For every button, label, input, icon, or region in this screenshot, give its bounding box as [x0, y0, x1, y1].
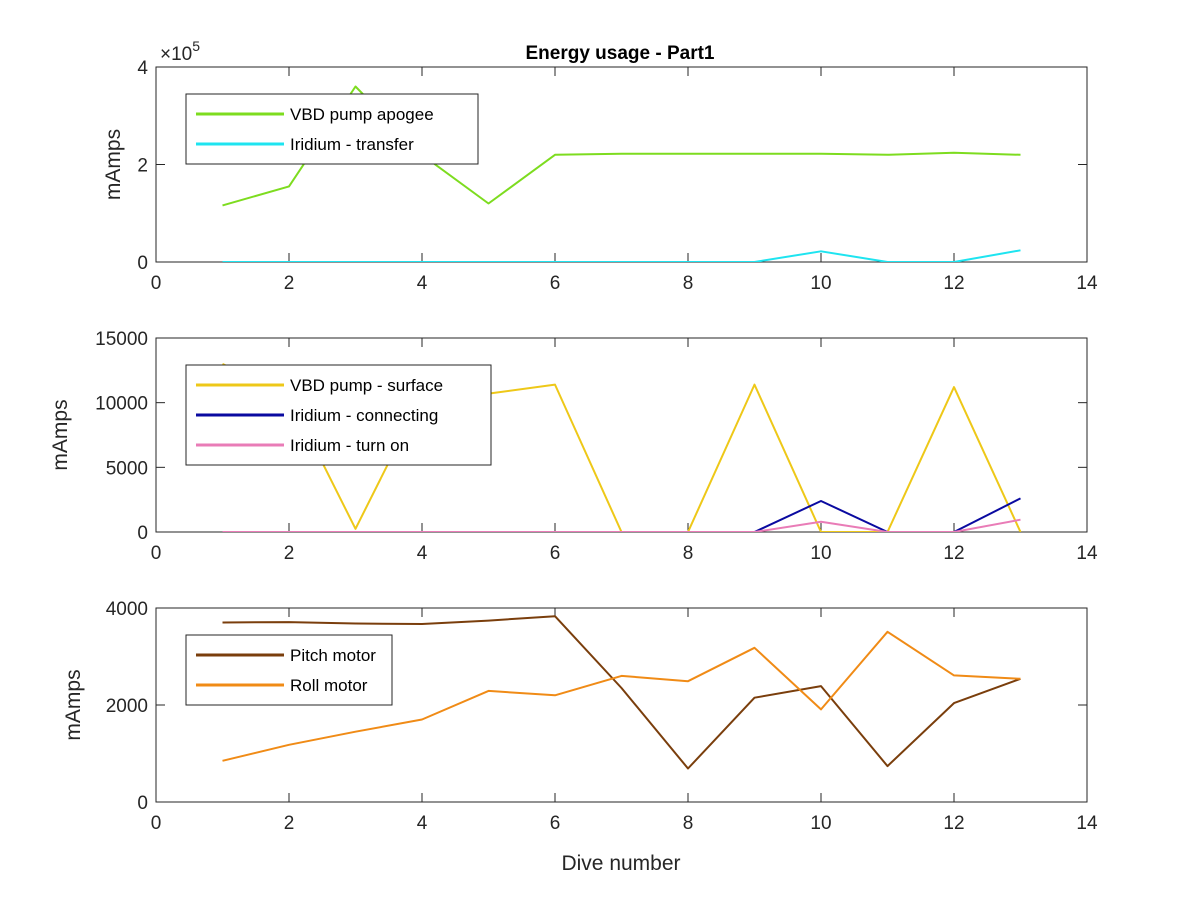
x-tick-label: 2: [284, 813, 295, 834]
x-tick-label: 4: [417, 273, 428, 294]
x-tick-label: 14: [1076, 813, 1098, 834]
x-tick-label: 4: [417, 543, 428, 564]
legend-entry: Roll motor: [290, 676, 368, 695]
panel-3: 0 2 4 6 8 10 12 14 0 2000 4000 mAmps Pitch motor Roll…: [62, 599, 1098, 834]
chart-title: Energy usage - Part1: [525, 43, 714, 64]
x-tick-label: 10: [810, 273, 831, 294]
x-tick-label: 8: [683, 813, 694, 834]
y-tick-label: 0: [137, 523, 148, 544]
x-tick-label: 6: [550, 543, 561, 564]
legend-entry: VBD pump apogee: [290, 105, 434, 124]
legend-3: Pitch motor Roll motor: [185, 634, 393, 706]
legend-2: VBD pump - surface Iridium - connecting Ir…: [185, 364, 492, 466]
x-axis-label: Dive number: [561, 852, 680, 875]
x-tick-label: 6: [550, 813, 561, 834]
series-line-vbd-pump-apogee: [222, 85, 1021, 207]
x-tick-label: 8: [683, 273, 694, 294]
y-tick-label: 4000: [106, 599, 148, 620]
x-tick-label: 12: [943, 813, 964, 834]
x-tick-label: 8: [683, 543, 694, 564]
panels-layer: 0 2 4 6 8 10 12 14 0 2 4 ×105 mAmps VBD pump apogee Ir…: [49, 38, 1098, 834]
x-tick-label: 4: [417, 813, 428, 834]
y-exponent-power: 5: [192, 38, 200, 54]
y-tick-label: 2000: [106, 696, 148, 717]
x-tick-label: 0: [151, 543, 162, 564]
legend-entry: Iridium - transfer: [290, 135, 414, 154]
x-tick-label: 14: [1076, 273, 1098, 294]
y-tick-label: 15000: [95, 329, 148, 350]
legend-1: VBD pump apogee Iridium - transfer: [185, 93, 479, 165]
x-tick-label: 2: [284, 543, 295, 564]
y-exponent-label: ×105: [160, 38, 200, 65]
legend-box: [185, 634, 393, 706]
x-tick-label: 0: [151, 273, 162, 294]
legend-entry: VBD pump - surface: [290, 376, 443, 395]
y-tick-label: 0: [137, 253, 148, 274]
x-tick-label: 12: [943, 543, 964, 564]
panel-1: 0 2 4 6 8 10 12 14 0 2 4 ×105 mAmps VBD pump apogee Ir…: [102, 38, 1098, 294]
x-tick-label: 2: [284, 273, 295, 294]
y-tick-label: 2: [137, 156, 148, 177]
x-tick-label: 12: [943, 273, 964, 294]
y-tick-label: 4: [137, 58, 148, 79]
panel-2: 0 2 4 6 8 10 12 14 0 5000 10000 15000 mAmps VBD pump …: [49, 329, 1098, 564]
y-axis-label-2: mAmps: [49, 399, 72, 470]
series-line-roll-motor: [222, 630, 1021, 762]
y-tick-label: 5000: [106, 458, 148, 479]
y-tick-label: 10000: [95, 394, 148, 415]
x-tick-label: 10: [810, 543, 831, 564]
series-line-vbd-pump-surface: [222, 363, 1022, 532]
y-axis-label-3: mAmps: [62, 669, 85, 740]
y-axis-label-1: mAmps: [102, 129, 125, 200]
legend-entry: Iridium - turn on: [290, 436, 409, 455]
x-tick-label: 0: [151, 813, 162, 834]
x-tick-label: 14: [1076, 543, 1098, 564]
series-line-pitch-motor: [222, 615, 1021, 770]
legend-box: [185, 93, 479, 165]
x-tick-label: 10: [810, 813, 831, 834]
series-line-iridium-transfer: [222, 249, 1021, 262]
legend-entry: Iridium - connecting: [290, 406, 438, 425]
x-tick-label: 6: [550, 273, 561, 294]
y-tick-label: 0: [137, 793, 148, 814]
legend-entry: Pitch motor: [290, 646, 376, 665]
